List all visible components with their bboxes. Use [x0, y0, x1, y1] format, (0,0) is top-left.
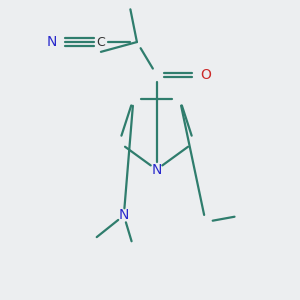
- Text: C: C: [97, 35, 105, 49]
- Text: N: N: [118, 208, 129, 222]
- Text: N: N: [152, 163, 162, 177]
- Text: O: O: [201, 68, 212, 82]
- Text: N: N: [46, 35, 57, 49]
